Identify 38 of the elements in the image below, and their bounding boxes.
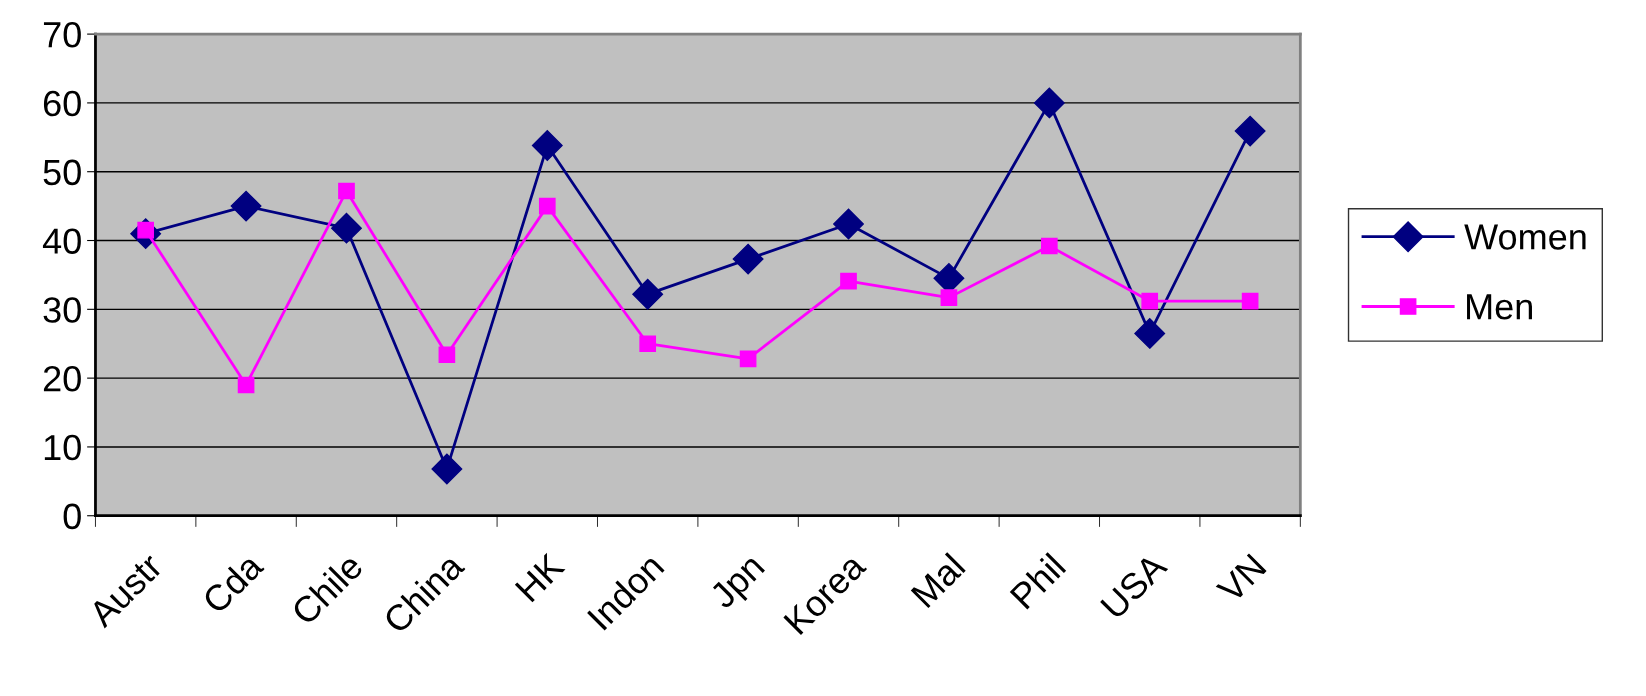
point — [1141, 292, 1159, 310]
point — [940, 289, 958, 306]
legend-label: Men — [1467, 294, 1532, 320]
point — [431, 453, 463, 485]
point — [1234, 115, 1266, 147]
point — [230, 190, 262, 222]
x-tick-label: Jpn — [708, 553, 771, 616]
point — [438, 346, 456, 364]
point — [639, 335, 657, 353]
y-tick-label: 20 — [43, 366, 81, 392]
point — [331, 212, 362, 244]
x-tick-label: Mal — [909, 552, 966, 609]
point — [840, 272, 857, 290]
x-tick-label: Phil — [1008, 552, 1067, 610]
x-tick-label: HK — [514, 551, 566, 603]
legend-label: Women — [1464, 224, 1586, 250]
y-tick-label: 50 — [43, 159, 81, 186]
x-tick-label: USA — [1099, 551, 1169, 620]
point — [338, 182, 355, 200]
y-tick-label: 40 — [42, 228, 81, 254]
point — [1033, 87, 1065, 119]
y-tick-label: 60 — [43, 90, 81, 117]
y-tick-label: 70 — [43, 21, 81, 48]
x-tick-label: Cda — [200, 550, 265, 615]
point — [538, 197, 556, 215]
point — [531, 130, 563, 161]
point — [1241, 292, 1259, 310]
y-tick-label: 10 — [44, 434, 81, 461]
point — [833, 208, 864, 240]
x-tick-label: VN — [1215, 553, 1267, 605]
y-tick-label: 0 — [63, 503, 81, 530]
point — [1040, 237, 1058, 255]
point — [1134, 317, 1166, 349]
point — [732, 243, 764, 275]
y-tick-label: 30 — [43, 297, 81, 323]
point — [739, 350, 757, 368]
point — [237, 376, 255, 394]
point — [632, 278, 664, 310]
